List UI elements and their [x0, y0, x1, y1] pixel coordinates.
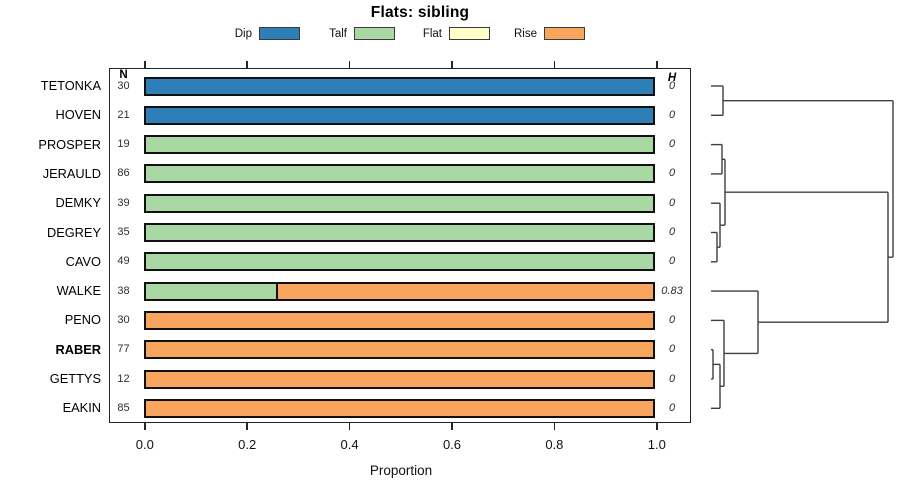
axis-tick-bottom	[656, 423, 658, 430]
legend-item-talf: Talf	[320, 27, 395, 40]
dendrogram	[711, 85, 894, 409]
bar	[144, 252, 655, 272]
row-label: PROSPER	[38, 136, 101, 152]
n-value: 85	[117, 401, 130, 414]
row-label: PENO	[64, 312, 101, 328]
axis-tick-top	[553, 61, 556, 68]
bar-segment-talf	[146, 225, 653, 241]
row-label: CAVO	[65, 253, 101, 269]
h-value: 0	[668, 79, 676, 92]
legend-swatch-icon	[449, 27, 490, 40]
x-tick-label: 0.0	[135, 437, 154, 452]
h-value: 0	[668, 138, 676, 151]
h-value: 0	[668, 196, 676, 209]
axis-tick-top	[144, 61, 146, 68]
axis-tick-top	[656, 61, 658, 68]
h-value: 0	[668, 226, 676, 239]
x-axis-title: Proportion	[369, 463, 433, 478]
bar	[144, 398, 655, 418]
n-value: 35	[117, 226, 130, 239]
h-value: 0	[668, 401, 676, 414]
n-value: 49	[117, 255, 130, 268]
axis-tick-top	[451, 61, 453, 68]
chart-title: Flats: sibling	[370, 4, 470, 21]
h-column-header: H	[667, 72, 677, 84]
bar-segment-talf	[146, 195, 653, 211]
axis-tick-bottom	[553, 423, 556, 430]
bar	[144, 76, 655, 96]
legend-item-flat: Flat	[415, 27, 490, 40]
bar	[144, 310, 655, 330]
axis-tick-top	[348, 61, 351, 68]
n-value: 30	[117, 313, 130, 326]
n-value: 19	[117, 138, 130, 151]
legend-item-dip: Dip	[225, 27, 300, 40]
bar	[144, 340, 655, 360]
x-tick-label: 0.2	[238, 437, 257, 452]
bar-segment-talf	[146, 283, 278, 299]
row-label: DEGREY	[46, 224, 101, 240]
axis-tick-bottom	[144, 423, 146, 430]
bar-segment-talf	[146, 166, 653, 182]
bar-segment-rise	[146, 342, 653, 358]
bar	[144, 135, 655, 155]
legend-label: Dip	[234, 27, 252, 40]
bar-segment-dip	[146, 107, 653, 123]
plot-box	[109, 68, 691, 423]
axis-tick-top	[246, 61, 248, 68]
n-value: 77	[117, 343, 130, 356]
bar	[144, 281, 655, 301]
legend-label: Flat	[422, 27, 442, 40]
bar	[144, 105, 655, 125]
n-column-header: N	[119, 69, 128, 81]
row-label: JERAULD	[42, 165, 101, 181]
row-label: RABER	[55, 341, 101, 357]
row-label: GETTYS	[49, 371, 101, 387]
legend-swatch-icon	[354, 27, 395, 40]
n-value: 86	[117, 167, 130, 180]
bar-segment-dip	[146, 78, 653, 94]
row-label: HOVEN	[55, 107, 101, 123]
row-label: WALKE	[56, 283, 101, 299]
n-value: 39	[117, 196, 130, 209]
h-value: 0	[668, 255, 676, 268]
h-value: 0	[668, 372, 676, 385]
h-value: 0	[668, 313, 676, 326]
legend-label: Talf	[329, 27, 347, 40]
x-tick-label: 0.4	[340, 437, 359, 452]
bar-segment-rise	[146, 400, 653, 416]
bar	[144, 369, 655, 389]
x-tick-label: 1.0	[647, 437, 666, 452]
n-value: 21	[117, 108, 130, 121]
row-label: EAKIN	[62, 400, 101, 416]
h-value: 0.83	[661, 284, 683, 297]
legend: Dip Talf Flat Rise	[225, 27, 585, 40]
bar-segment-rise	[277, 283, 653, 299]
bar-segment-rise	[146, 371, 653, 387]
x-tick-label: 0.8	[545, 437, 564, 452]
x-tick-label: 0.6	[442, 437, 462, 452]
axis-tick-bottom	[451, 423, 453, 430]
n-value: 12	[117, 372, 130, 385]
bar	[144, 164, 655, 184]
row-label: DEMKY	[55, 195, 101, 211]
h-value: 0	[668, 108, 676, 121]
bar	[144, 223, 655, 243]
axis-tick-bottom	[348, 423, 351, 430]
n-value: 38	[117, 284, 130, 297]
legend-swatch-icon	[259, 27, 300, 40]
h-value: 0	[668, 167, 676, 180]
row-label: TETONKA	[40, 78, 101, 93]
n-value: 30	[117, 79, 130, 92]
bar-segment-talf	[146, 254, 653, 270]
legend-item-rise: Rise	[510, 27, 585, 40]
bar	[144, 193, 655, 213]
axis-tick-bottom	[246, 423, 248, 430]
legend-label: Rise	[513, 27, 537, 40]
bar-segment-rise	[146, 312, 653, 328]
bar-segment-talf	[146, 137, 653, 153]
legend-swatch-icon	[544, 27, 585, 40]
h-value: 0	[668, 343, 676, 356]
